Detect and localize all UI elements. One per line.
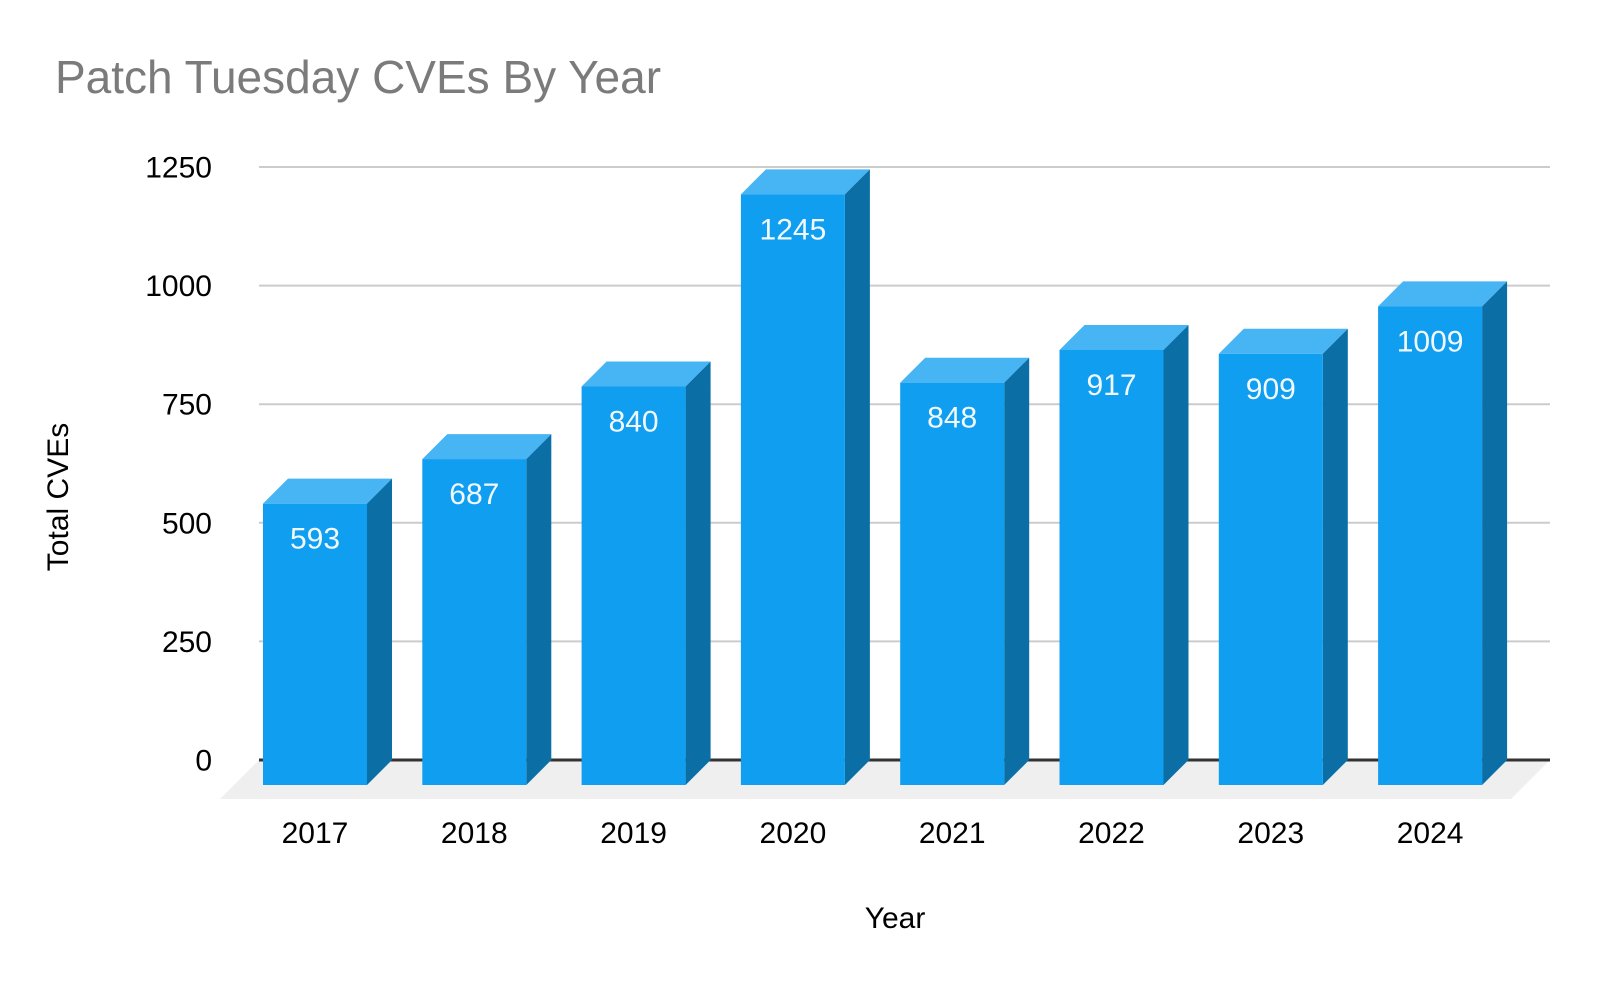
- bar-top-face: [422, 434, 552, 460]
- x-axis-tick-labels: 2017 2018 2019 2020 2021 2022 2023 2024: [282, 817, 1464, 850]
- y-tick-label: 1000: [145, 270, 212, 303]
- bar-top-face: [263, 478, 392, 504]
- floor-face: [220, 760, 1550, 799]
- bar-top-face: [1378, 281, 1508, 307]
- x-axis-title: Year: [865, 902, 926, 935]
- bar-value-label: 1009: [1397, 325, 1464, 358]
- bar-2022: 917: [1059, 324, 1189, 785]
- bar-2023: 909: [1218, 328, 1348, 785]
- bar-front-face: [422, 459, 527, 785]
- bar-side-face: [1163, 324, 1189, 785]
- x-tick-label: 2024: [1397, 817, 1464, 850]
- bar-value-label: 917: [1086, 369, 1136, 402]
- plot-floor: [220, 760, 1550, 799]
- y-tick-label: 750: [162, 389, 212, 422]
- x-tick-label: 2020: [760, 817, 827, 850]
- x-tick-label: 2017: [282, 817, 349, 850]
- x-tick-label: 2019: [600, 817, 667, 850]
- bar-front-face: [1059, 349, 1164, 785]
- y-tick-label: 250: [162, 626, 212, 659]
- bar-side-face: [685, 361, 711, 785]
- bar-front-face: [1378, 306, 1483, 785]
- bar-top-face: [740, 169, 870, 195]
- bar-value-label: 687: [449, 478, 499, 511]
- y-tick-label: 1250: [145, 152, 212, 185]
- y-axis-tick-labels: 0 250 500 750 1000 1250: [145, 152, 212, 778]
- bar-side-face: [844, 169, 870, 785]
- bar-value-label: 593: [290, 523, 340, 556]
- bar-value-label: 840: [609, 406, 659, 439]
- bar-2021: 848: [900, 357, 1030, 785]
- bar-value-label: 1245: [760, 213, 827, 246]
- bar-value-label: 848: [927, 402, 977, 435]
- bar-side-face: [367, 478, 392, 785]
- bar-2024: 1009: [1378, 281, 1508, 785]
- bar-top-face: [1218, 328, 1348, 354]
- bar-top-face: [900, 357, 1030, 383]
- bar-side-face: [526, 434, 552, 785]
- bar-side-face: [1322, 328, 1348, 785]
- chart-title: Patch Tuesday CVEs By Year: [55, 51, 661, 103]
- y-axis-title: Total CVEs: [42, 423, 75, 571]
- bar-side-face: [1004, 357, 1030, 785]
- bar-2019: 840: [581, 361, 711, 785]
- bar-top-face: [1059, 324, 1189, 350]
- bars: 593 687 840 1245 848 917 909 1009: [263, 169, 1508, 785]
- y-tick-label: 500: [162, 507, 212, 540]
- x-tick-label: 2022: [1078, 817, 1145, 850]
- bar-value-label: 909: [1246, 373, 1296, 406]
- x-tick-label: 2018: [441, 817, 508, 850]
- x-tick-label: 2021: [919, 817, 986, 850]
- y-tick-label: 0: [195, 745, 212, 778]
- bar-2017: 593: [263, 478, 392, 785]
- bar-front-face: [581, 386, 686, 785]
- bar-front-face: [900, 382, 1005, 785]
- x-tick-label: 2023: [1237, 817, 1304, 850]
- bar-front-face: [740, 194, 845, 785]
- bar-2018: 687: [422, 434, 552, 785]
- bar-front-face: [1218, 353, 1323, 785]
- bar-front-face: [263, 503, 367, 785]
- bar-2020: 1245: [740, 169, 870, 785]
- bar-top-face: [581, 361, 711, 387]
- bar-side-face: [1482, 281, 1508, 785]
